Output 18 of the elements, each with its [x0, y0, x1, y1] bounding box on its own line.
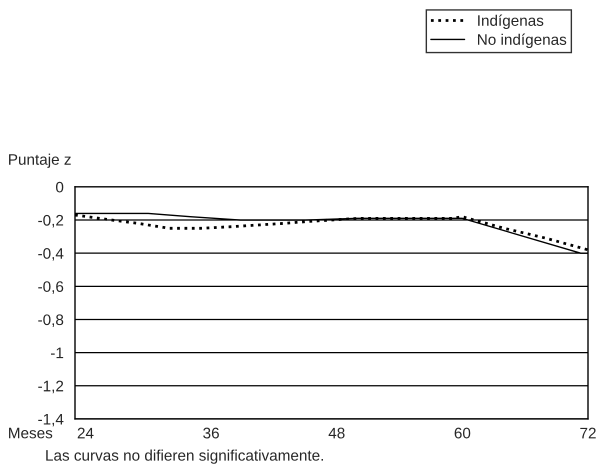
x-tick-label: 24	[78, 428, 94, 438]
legend-label: No indígenas	[478, 34, 566, 48]
x-tick-label: 36	[203, 428, 219, 438]
y-axis-title: Puntaje z	[9, 154, 71, 168]
legend-label: Indígenas	[478, 14, 544, 29]
y-tick-label: -0,6	[38, 281, 64, 294]
x-tick-label: 60	[454, 428, 470, 438]
text: Las curvas no difieren significativamente.	[46, 450, 323, 464]
y-tick-label: -0,2	[38, 214, 64, 228]
y-tick-label: -1,4	[38, 414, 64, 426]
y-tick-label: -0,8	[38, 314, 64, 327]
y-tick-label: -1,2	[38, 380, 64, 394]
x-tick-label: 48	[328, 428, 345, 438]
y-tick-label: 0	[56, 182, 64, 193]
x-tick-label: 72	[580, 428, 596, 438]
x-axis-title: Meses	[9, 428, 52, 438]
y-tick-label: -1	[50, 348, 64, 358]
y-tick-label: -0,4	[38, 248, 64, 261]
